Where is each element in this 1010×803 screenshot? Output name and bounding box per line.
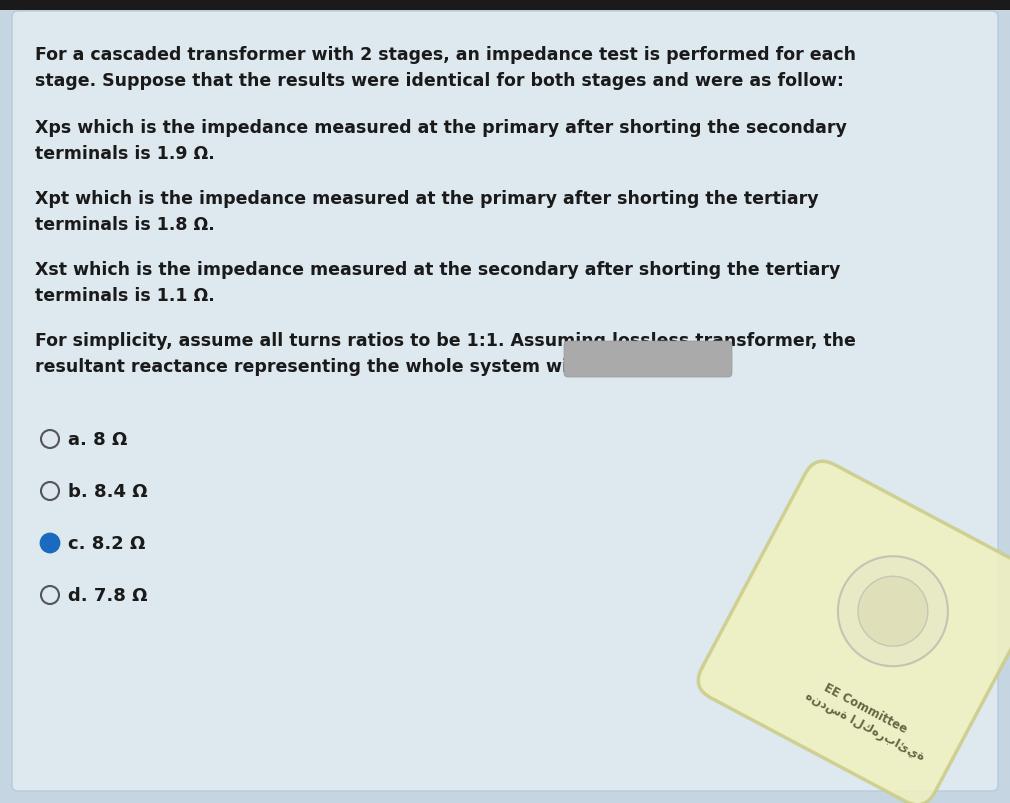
Circle shape xyxy=(41,483,59,500)
Text: Xpt which is the impedance measured at the primary after shorting the tertiary
t: Xpt which is the impedance measured at t… xyxy=(35,190,819,234)
Text: b. 8.4 Ω: b. 8.4 Ω xyxy=(68,483,147,500)
Text: هندسة الكهربائية: هندسة الكهربائية xyxy=(803,689,927,763)
Text: Xst which is the impedance measured at the secondary after shorting the tertiary: Xst which is the impedance measured at t… xyxy=(35,261,840,304)
Circle shape xyxy=(41,430,59,448)
Text: For a cascaded transformer with 2 stages, an impedance test is performed for eac: For a cascaded transformer with 2 stages… xyxy=(35,46,856,90)
Circle shape xyxy=(41,586,59,604)
FancyBboxPatch shape xyxy=(698,462,1010,803)
Text: c. 8.2 Ω: c. 8.2 Ω xyxy=(68,534,145,552)
Text: For simplicity, assume all turns ratios to be 1:1. Assuming lossless transformer: For simplicity, assume all turns ratios … xyxy=(35,332,855,375)
Circle shape xyxy=(41,534,59,552)
Text: Xps which is the impedance measured at the primary after shorting the secondary
: Xps which is the impedance measured at t… xyxy=(35,119,846,162)
Text: EE Committee: EE Committee xyxy=(821,681,909,736)
Text: d. 7.8 Ω: d. 7.8 Ω xyxy=(68,586,147,604)
FancyBboxPatch shape xyxy=(12,12,998,791)
Text: a. 8 Ω: a. 8 Ω xyxy=(68,430,127,448)
Circle shape xyxy=(857,577,928,646)
Circle shape xyxy=(838,556,948,666)
FancyBboxPatch shape xyxy=(564,341,732,377)
Bar xyxy=(0,0,1010,11)
